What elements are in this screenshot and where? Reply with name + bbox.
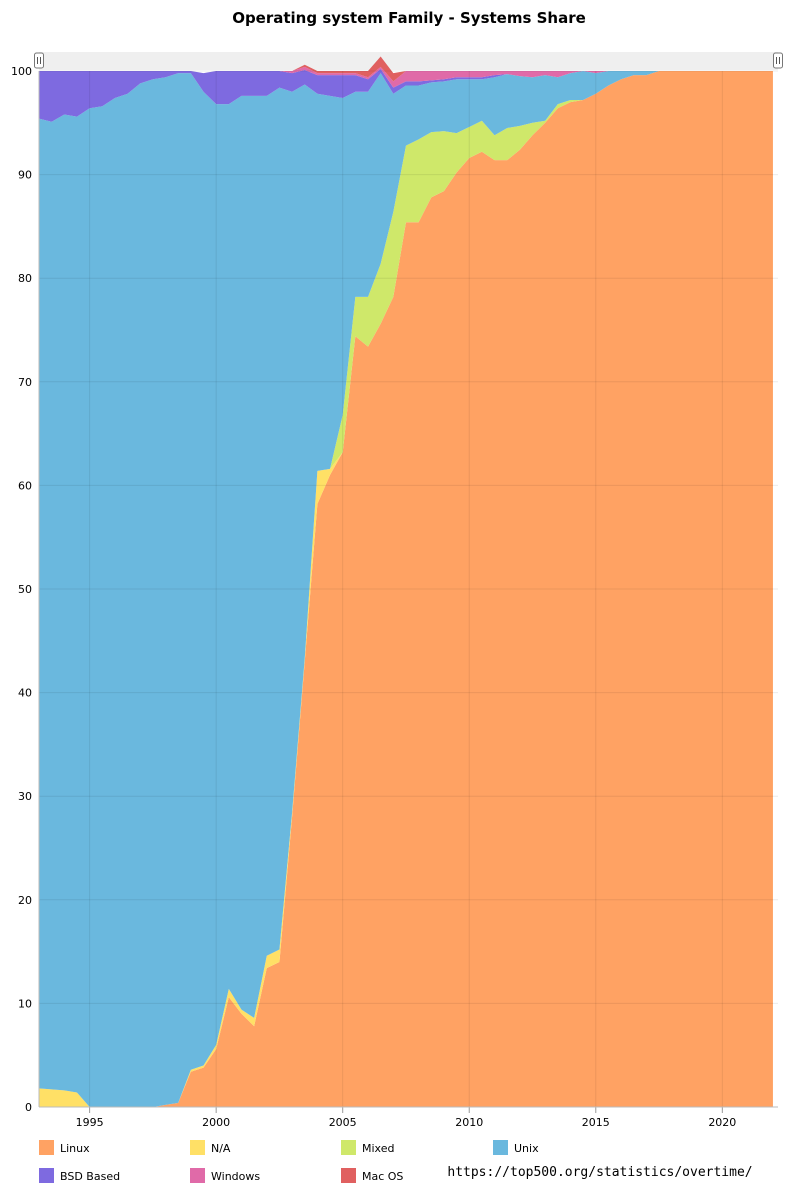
scrollbar-track[interactable] xyxy=(39,52,778,70)
legend-label: N/A xyxy=(211,1142,231,1155)
area-linux xyxy=(39,71,773,1107)
x-tick-label: 2005 xyxy=(329,1116,357,1129)
x-tick-label: 1995 xyxy=(76,1116,104,1129)
y-tick-label: 0 xyxy=(25,1101,32,1114)
y-axis: 0 10 20 30 40 50 60 70 80 90 100 xyxy=(11,65,40,1114)
y-tick-label: 40 xyxy=(18,687,32,700)
x-tick-label: 2015 xyxy=(582,1116,610,1129)
legend-swatch xyxy=(341,1140,356,1155)
y-tick-label: 80 xyxy=(18,272,32,285)
legend-item-linux[interactable]: Linux xyxy=(39,1140,90,1155)
y-tick-label: 100 xyxy=(11,65,32,78)
area-bsd-based xyxy=(39,68,773,122)
y-tick-label: 50 xyxy=(18,583,32,596)
legend-label: Unix xyxy=(514,1142,539,1155)
legend-item-bsd-based[interactable]: BSD Based xyxy=(39,1168,120,1183)
legend-item-windows[interactable]: Windows xyxy=(190,1168,260,1183)
y-tick-label: 20 xyxy=(18,894,32,907)
y-tick-label: 10 xyxy=(18,997,32,1010)
scrollbar-left-handle[interactable] xyxy=(34,52,44,69)
legend-item-unix[interactable]: Unix xyxy=(493,1140,539,1155)
area-windows xyxy=(39,66,773,88)
x-tick-label: 2020 xyxy=(708,1116,736,1129)
legend-item-mixed[interactable]: Mixed xyxy=(341,1140,394,1155)
y-tick-label: 60 xyxy=(18,479,32,492)
legend-swatch xyxy=(39,1168,54,1183)
scrollbar-right-handle[interactable] xyxy=(773,52,783,69)
area-unix xyxy=(39,71,773,1107)
legend-label: Linux xyxy=(60,1142,90,1155)
legend-item-n-a[interactable]: N/A xyxy=(190,1140,231,1155)
chart-title: Operating system Family - Systems Share xyxy=(232,9,586,27)
legend: Linux N/A Mixed Unix BSD Based Windows Mac OS xyxy=(39,1140,539,1183)
legend-label: Mixed xyxy=(362,1142,394,1155)
x-tick-label: 2000 xyxy=(202,1116,230,1129)
legend-label: Windows xyxy=(211,1170,260,1183)
legend-swatch xyxy=(190,1168,205,1183)
range-scrollbar[interactable] xyxy=(34,52,783,70)
gridlines xyxy=(39,70,778,1108)
y-tick-label: 70 xyxy=(18,376,32,389)
legend-swatch xyxy=(341,1168,356,1183)
x-axis: 1995 2000 2005 2010 2015 2020 xyxy=(39,1106,778,1129)
legend-label: BSD Based xyxy=(60,1170,120,1183)
legend-swatch xyxy=(493,1140,508,1155)
legend-item-mac-os[interactable]: Mac OS xyxy=(341,1168,403,1183)
y-tick-label: 30 xyxy=(18,790,32,803)
source-url: https://top500.org/statistics/overtime/ xyxy=(447,1165,752,1180)
plot-area xyxy=(39,56,773,1107)
x-tick-label: 2010 xyxy=(455,1116,483,1129)
legend-swatch xyxy=(190,1140,205,1155)
y-tick-label: 90 xyxy=(18,169,32,182)
legend-label: Mac OS xyxy=(362,1170,403,1183)
legend-swatch xyxy=(39,1140,54,1155)
